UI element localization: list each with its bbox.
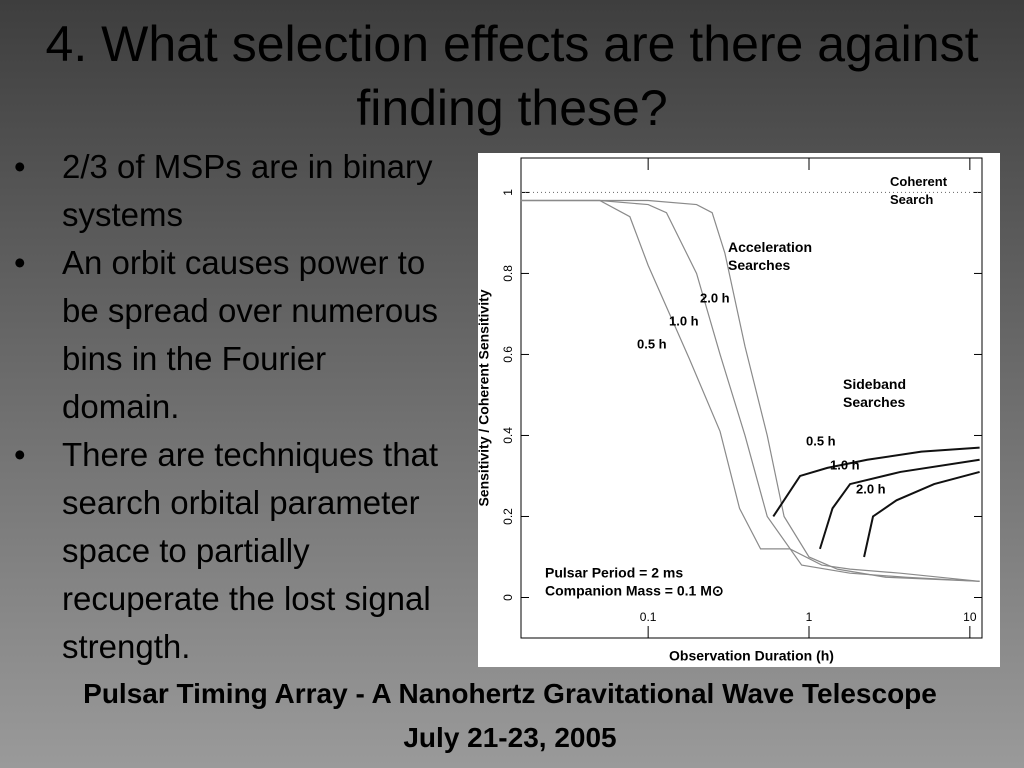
series-line [520, 199, 980, 582]
slide-title: 4. What selection effects are there agai… [45, 16, 979, 136]
x-tick-label: 0.1 [640, 610, 657, 624]
y-axis-label: Sensitivity / Coherent Sensitivity [478, 289, 492, 506]
series-line [819, 458, 980, 550]
series-line [520, 199, 980, 582]
series-line [772, 446, 980, 518]
x-tick-label: 1 [806, 610, 813, 624]
series-label: 2.0 h [856, 481, 886, 496]
series-label: 1.0 h [669, 313, 699, 328]
x-axis-label: Observation Duration (h) [669, 648, 834, 664]
chart: 0 0.2 0.4 0.6 0.8 1 0.1 1 10 Observation Duration… [478, 153, 1000, 667]
series-label: 0.5 h [637, 336, 667, 351]
y-tick-label: 0.6 [501, 346, 515, 363]
series-label: 1.0 h [830, 457, 860, 472]
y-tick-label: 1 [501, 189, 515, 196]
y-tick-label: 0 [501, 594, 515, 601]
x-tick-label: 10 [963, 610, 977, 624]
series-label: 2.0 h [700, 290, 730, 305]
footer: Pulsar Timing Array - A Nanohertz Gravit… [83, 678, 937, 753]
annotation: Acceleration Searches [728, 239, 816, 273]
series-line [520, 199, 980, 582]
series-line [863, 470, 980, 558]
series-label: Coherent Search [890, 174, 951, 207]
series-label: 0.5 h [806, 433, 836, 448]
annotation: Pulsar Period = 2 ms [545, 565, 683, 581]
bullet: 2/3 of MSPs are in binary systems [0, 143, 440, 239]
plot-frame [520, 157, 983, 639]
bullet-list: 2/3 of MSPs are in binary systems An orb… [0, 143, 440, 671]
y-tick-label: 0.2 [501, 508, 515, 525]
bullet: There are techniques that search orbital… [0, 431, 440, 671]
bullet: An orbit causes power to be spread over … [0, 239, 440, 431]
annotation: Companion Mass = 0.1 M⊙ [545, 583, 724, 599]
annotation: Sideband Searches [843, 376, 910, 410]
y-tick-label: 0.4 [501, 427, 515, 444]
y-tick-label: 0.8 [501, 265, 515, 282]
